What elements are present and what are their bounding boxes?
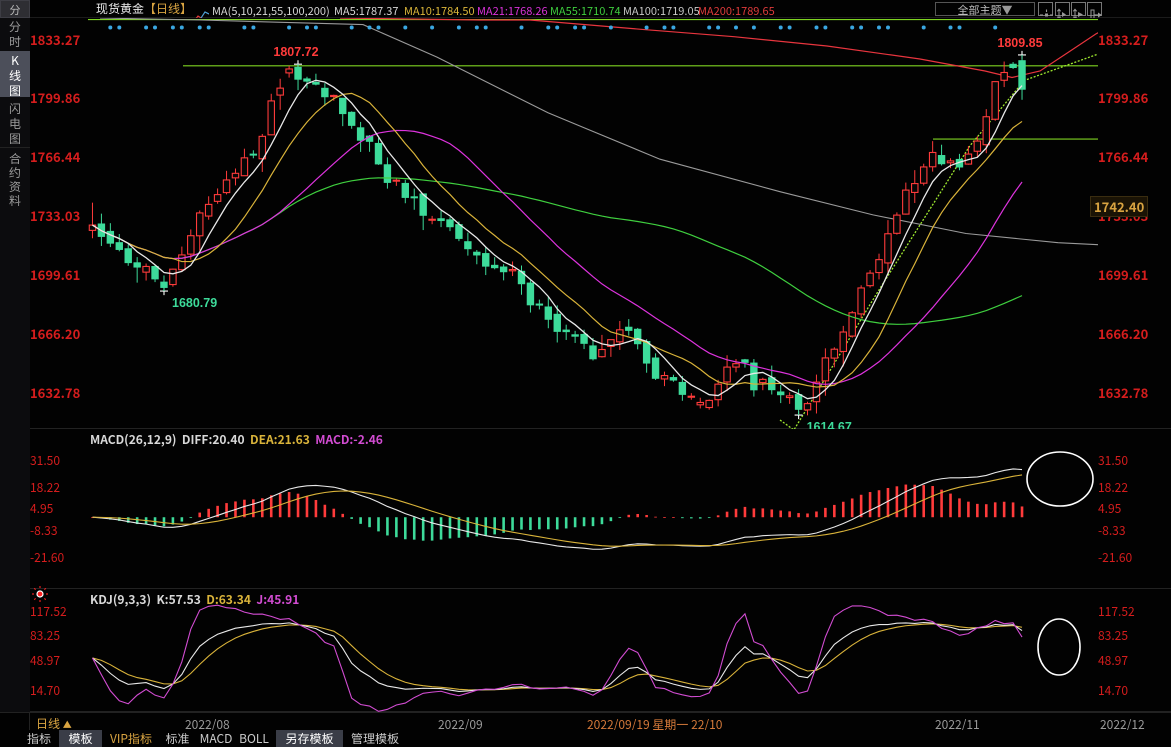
svg-text:1614.67: 1614.67 xyxy=(807,420,852,429)
svg-text:1680.79: 1680.79 xyxy=(172,296,217,310)
svg-text:1809.85: 1809.85 xyxy=(997,36,1042,50)
svg-text:1807.72: 1807.72 xyxy=(273,45,318,59)
